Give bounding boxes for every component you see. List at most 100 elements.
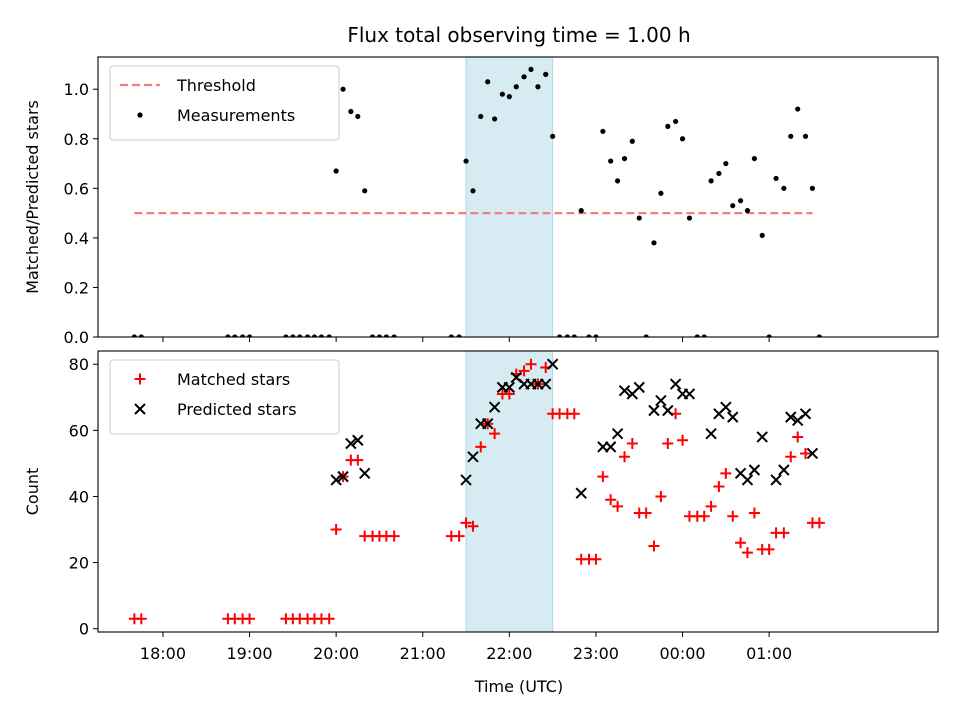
data-point <box>708 178 714 184</box>
data-point <box>720 401 732 413</box>
data-point <box>773 175 779 182</box>
data-point <box>448 334 454 337</box>
data-point <box>662 438 674 450</box>
data-point <box>481 418 494 430</box>
data-point <box>677 434 689 446</box>
data-point <box>362 188 368 194</box>
data-point <box>499 91 506 97</box>
top-panel-y-ticks: 0.0 0.2 0.4 0.6 0.8 1.0 <box>64 80 98 347</box>
data-point <box>489 428 501 440</box>
series-measurements <box>131 66 822 337</box>
data-point <box>456 334 462 337</box>
data-point <box>648 404 660 417</box>
data-point <box>763 543 775 555</box>
data-point <box>651 240 657 246</box>
data-point <box>593 334 599 337</box>
data-point <box>240 334 246 337</box>
data-point <box>605 494 617 506</box>
series-matched-stars <box>128 358 825 625</box>
data-point <box>705 427 717 440</box>
data-point <box>723 160 729 167</box>
x-tick-label: 21:00 <box>400 644 446 663</box>
legend-label: Matched stars <box>177 370 290 389</box>
data-point <box>727 510 739 522</box>
data-point <box>467 451 479 463</box>
data-point <box>636 215 642 221</box>
data-point <box>135 613 147 625</box>
top-panel-y-axis-label: Matched/Predicted stars <box>23 100 42 294</box>
data-point <box>244 613 256 625</box>
data-point <box>543 71 549 77</box>
data-point <box>352 454 364 466</box>
bottom-panel: 0 20 40 60 80 18:00 19:00 20:00 21:00 22:00 23:00… <box>23 350 939 696</box>
data-point <box>521 74 527 80</box>
data-point <box>751 155 758 162</box>
y-tick-label: 0.4 <box>64 229 89 248</box>
data-point <box>705 500 717 512</box>
y-tick-label: 0.8 <box>64 130 89 149</box>
bottom-panel-legend: Matched stars Predicted stars <box>109 359 340 435</box>
data-point <box>785 451 797 463</box>
top-panel-x-ticks <box>162 337 770 342</box>
data-point <box>770 474 782 486</box>
data-point <box>246 334 253 337</box>
data-point <box>506 94 512 100</box>
data-point <box>683 388 696 400</box>
legend-plus-swatch <box>134 373 146 385</box>
data-point <box>694 334 700 337</box>
data-point <box>813 517 825 529</box>
data-point <box>633 381 645 394</box>
data-point <box>485 79 491 85</box>
data-point <box>727 411 739 423</box>
data-point <box>564 334 570 337</box>
legend-label: Threshold <box>176 76 256 95</box>
data-point <box>475 441 487 453</box>
data-point <box>326 334 332 337</box>
data-point <box>453 530 465 542</box>
data-point <box>388 530 400 542</box>
top-panel-legend: Threshold Measurements <box>109 65 340 141</box>
data-point <box>716 170 722 177</box>
data-point <box>658 190 664 196</box>
data-point <box>655 490 667 502</box>
data-point <box>352 434 364 446</box>
data-point <box>330 524 342 536</box>
data-point <box>600 128 606 134</box>
data-point <box>737 198 744 204</box>
data-point <box>359 467 371 480</box>
bottom-panel-x-ticks: 18:00 19:00 20:00 21:00 22:00 23:00 00:00 01:00 <box>140 632 792 663</box>
data-point <box>304 334 311 337</box>
data-point <box>283 334 289 337</box>
data-point <box>669 378 682 390</box>
data-point <box>131 334 137 337</box>
data-point <box>778 464 790 476</box>
data-point <box>748 507 760 519</box>
data-point <box>759 232 765 239</box>
legend-label: Measurements <box>177 106 295 125</box>
data-point <box>643 334 649 337</box>
data-point <box>297 334 303 337</box>
data-point <box>608 158 614 164</box>
data-point <box>333 168 339 174</box>
y-tick-label: 60 <box>69 421 89 440</box>
data-point <box>578 208 584 214</box>
data-point <box>575 487 587 499</box>
data-point <box>470 188 476 194</box>
x-tick-label: 22:00 <box>486 644 532 663</box>
data-point <box>604 441 617 453</box>
data-point <box>730 203 736 209</box>
data-point <box>513 84 519 90</box>
data-point <box>778 527 790 539</box>
data-point <box>648 540 660 552</box>
x-tick-label: 18:00 <box>140 644 186 663</box>
data-point <box>792 431 804 443</box>
data-point <box>766 334 772 337</box>
data-point <box>806 447 819 460</box>
y-tick-label: 0.2 <box>64 278 89 297</box>
data-point <box>503 388 515 400</box>
data-point <box>809 185 816 191</box>
x-tick-label: 19:00 <box>226 644 272 663</box>
data-point <box>686 215 693 221</box>
data-point <box>467 520 479 532</box>
